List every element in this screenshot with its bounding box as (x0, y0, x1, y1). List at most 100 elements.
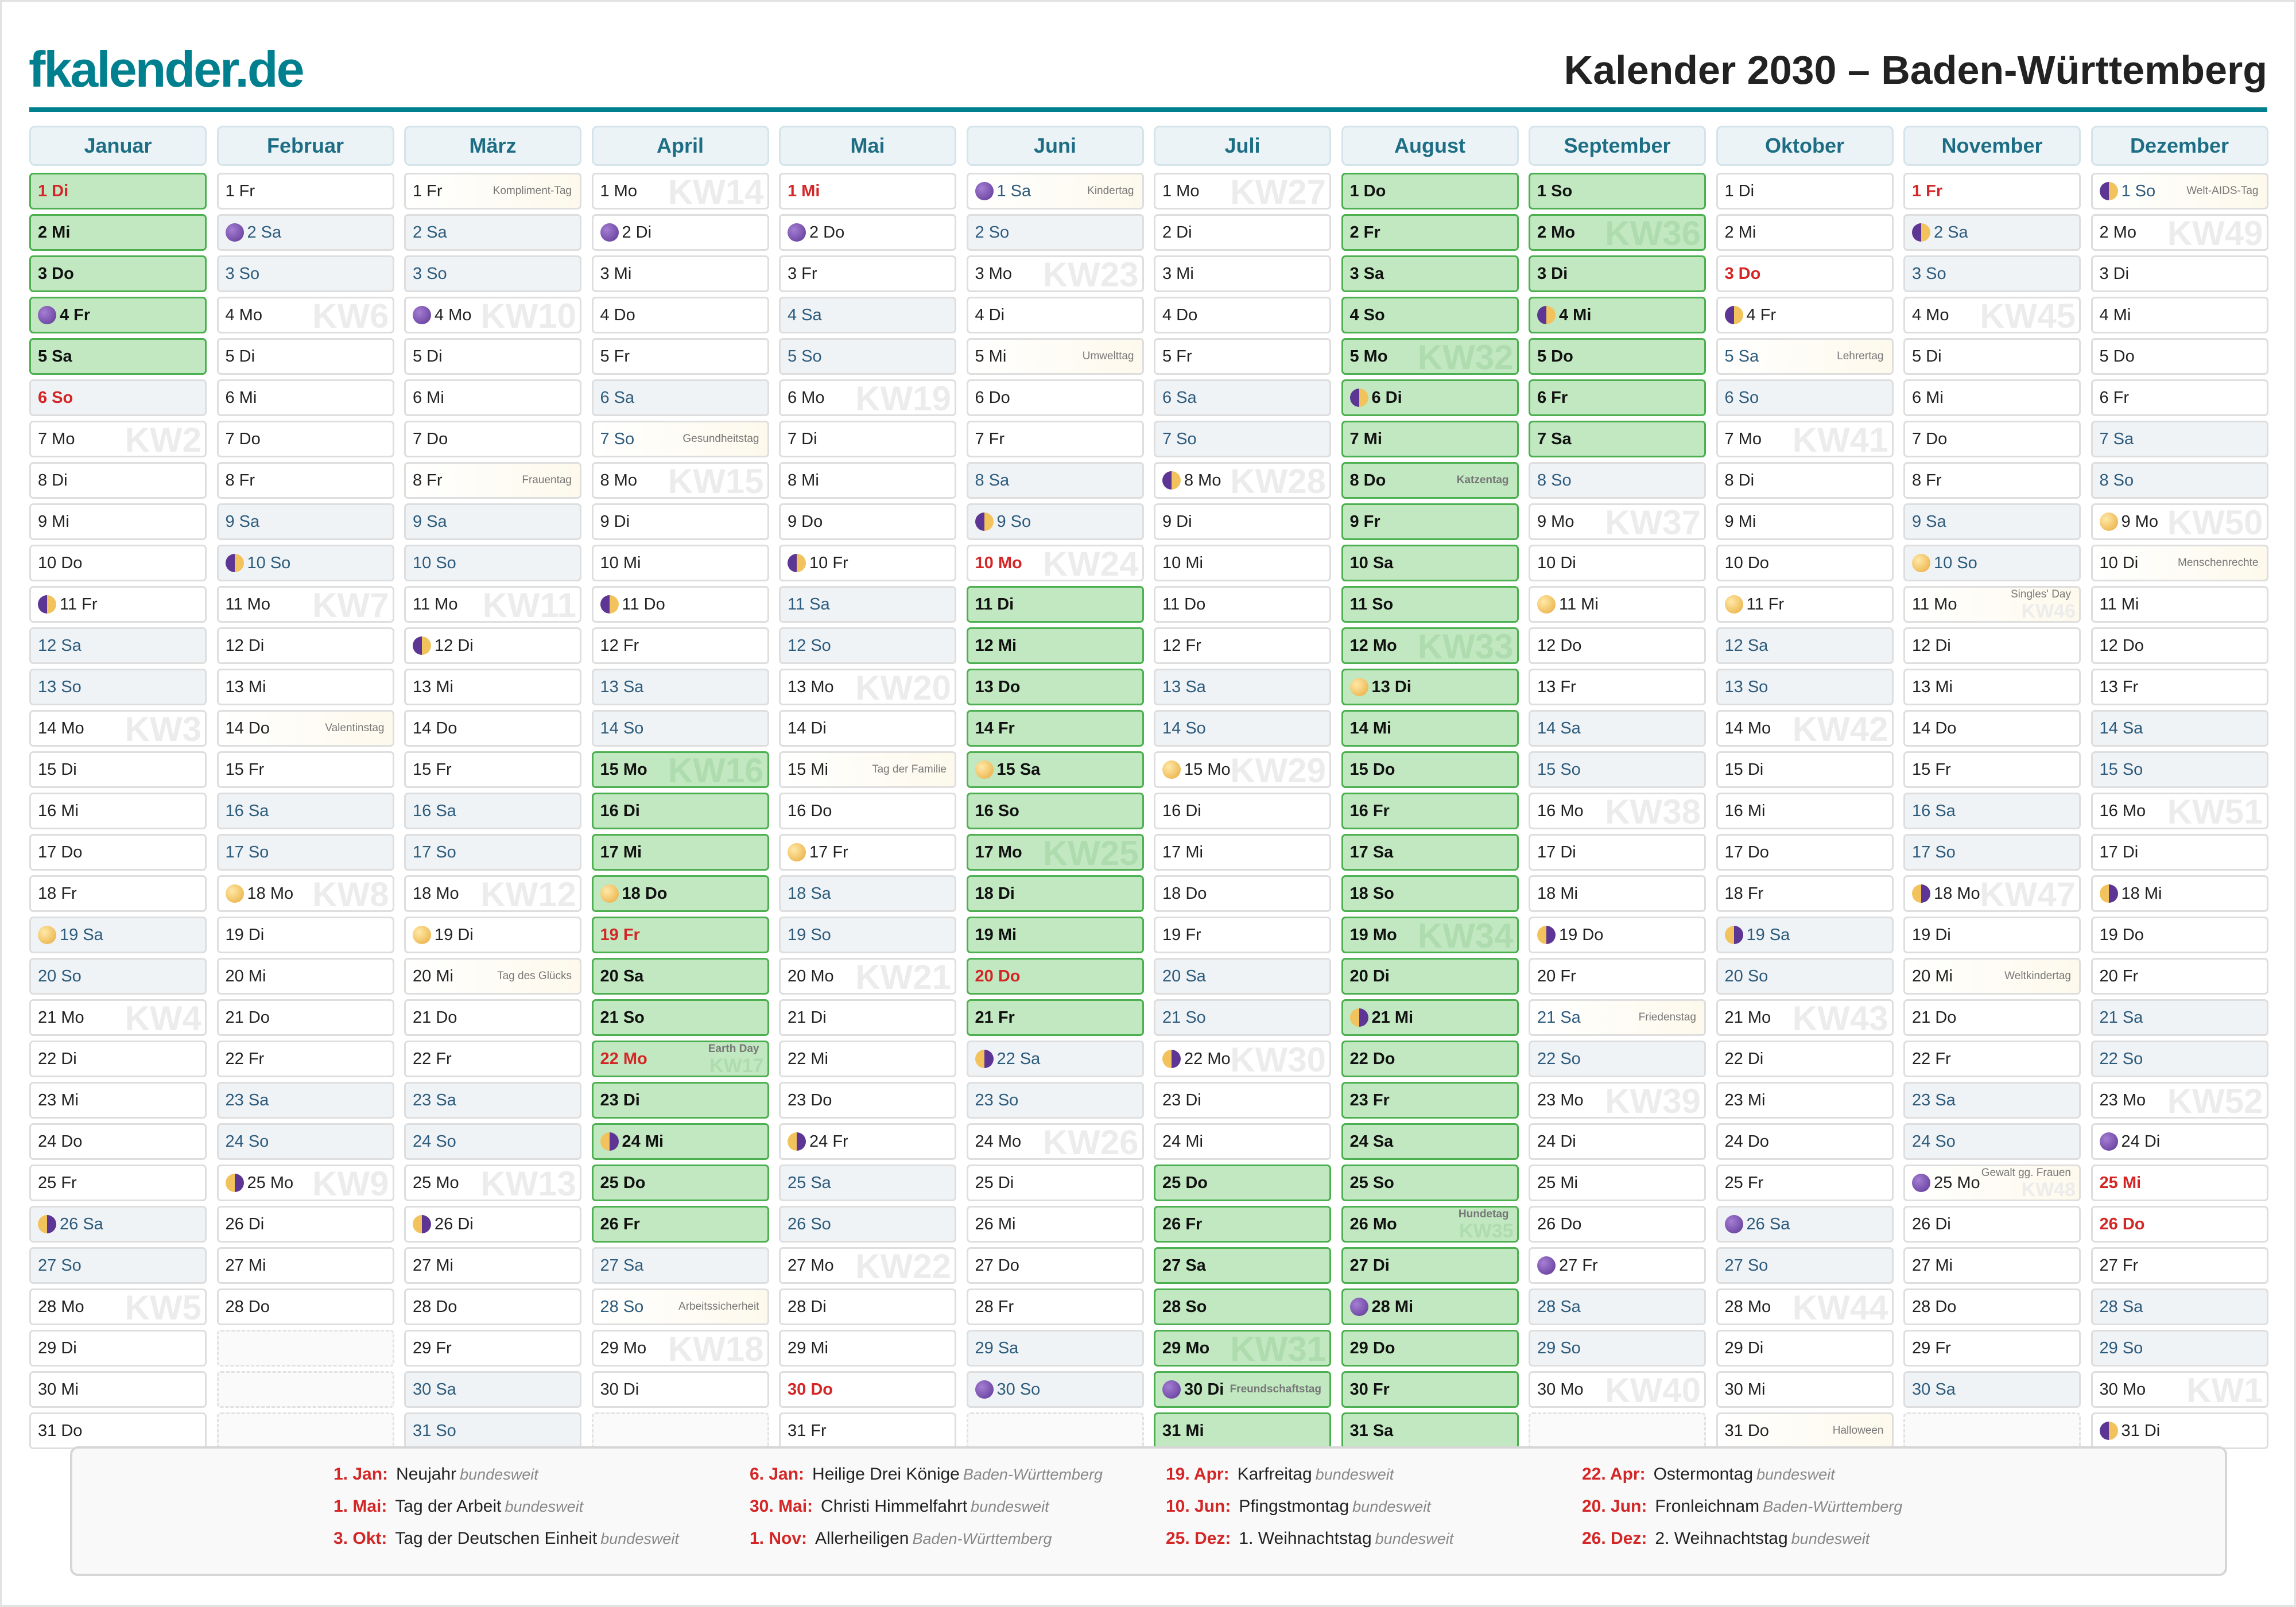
day-cell[interactable]: 10 Di (1529, 545, 1706, 581)
day-cell[interactable]: 21 So (1154, 999, 1331, 1036)
day-cell[interactable]: 11 Do (1154, 586, 1331, 623)
day-cell[interactable]: 21 Mo KW43 (1716, 999, 1894, 1036)
day-cell[interactable]: 8 Di (1716, 462, 1894, 499)
day-cell[interactable]: 27 Mi (1903, 1247, 2081, 1284)
day-cell[interactable]: 11 Mi (1529, 586, 1706, 623)
day-cell-holiday[interactable]: 3 Do (1716, 255, 1894, 292)
day-cell-school-vacation[interactable]: 30 Fr (1341, 1371, 1519, 1408)
day-cell[interactable]: 4 Do (1154, 297, 1331, 333)
day-cell-school-vacation[interactable]: 24 Mi (591, 1123, 769, 1160)
day-cell-school-vacation[interactable]: 27 Sa (1154, 1247, 1331, 1284)
day-cell[interactable]: 1 Fr Kompliment-Tag (404, 173, 581, 209)
day-cell[interactable]: 18 Sa (779, 875, 956, 912)
day-cell[interactable]: 11 Mi (2091, 586, 2268, 623)
day-cell-holiday[interactable]: 10 Mo KW24 (966, 545, 1144, 581)
day-cell[interactable]: 23 Di (1154, 1082, 1331, 1119)
day-cell[interactable]: 24 Fr (779, 1123, 956, 1160)
day-cell[interactable]: 26 Mi (966, 1206, 1144, 1243)
day-cell-school-vacation[interactable]: 15 Sa (966, 751, 1144, 788)
day-cell[interactable]: 8 Mo KW28 (1154, 462, 1331, 499)
day-cell[interactable]: 9 Mo KW50 (2091, 503, 2268, 540)
day-cell[interactable]: 11 Fr (29, 586, 207, 623)
day-cell[interactable]: 11 Do (591, 586, 769, 623)
day-cell[interactable]: 20 So (29, 958, 207, 995)
day-cell[interactable]: 9 So (966, 503, 1144, 540)
day-cell-school-vacation[interactable]: 20 Di (1341, 958, 1519, 995)
day-cell[interactable]: 15 Di (1716, 751, 1894, 788)
day-cell[interactable]: 11 Fr (1716, 586, 1894, 623)
day-cell-school-vacation[interactable]: 11 So (1341, 586, 1519, 623)
day-cell[interactable]: 10 Fr (779, 545, 956, 581)
day-cell[interactable]: 5 Mi Umwelttag (966, 338, 1144, 375)
day-cell-school-vacation[interactable]: 11 Di (966, 586, 1144, 623)
day-cell[interactable]: 21 Do (404, 999, 581, 1036)
day-cell[interactable]: 21 Di (779, 999, 956, 1036)
day-cell-school-vacation[interactable]: 5 Mo KW32 (1341, 338, 1519, 375)
day-cell[interactable]: 9 Do (779, 503, 956, 540)
day-cell[interactable]: 19 Di (216, 917, 394, 953)
day-cell[interactable]: 22 So (2091, 1041, 2268, 1077)
day-cell[interactable]: 26 Sa (29, 1206, 207, 1243)
day-cell[interactable]: 8 Di (29, 462, 207, 499)
day-cell[interactable]: 18 Mi (1529, 875, 1706, 912)
day-cell[interactable]: 10 So (216, 545, 394, 581)
day-cell[interactable]: 5 Di (216, 338, 394, 375)
day-cell-holiday[interactable]: 26 Do (2091, 1206, 2268, 1243)
day-cell-school-vacation[interactable]: 12 Mo KW33 (1341, 627, 1519, 664)
day-cell[interactable]: 3 Mi (1154, 255, 1331, 292)
day-cell[interactable]: 6 Sa (591, 379, 769, 416)
day-cell[interactable]: 15 Di (29, 751, 207, 788)
day-cell[interactable]: 30 Sa (404, 1371, 581, 1408)
day-cell[interactable]: 22 Fr (216, 1041, 394, 1077)
day-cell[interactable]: 13 Mo KW20 (779, 669, 956, 705)
day-cell[interactable]: 5 Sa Lehrertag (1716, 338, 1894, 375)
day-cell[interactable]: 25 Sa (779, 1165, 956, 1201)
day-cell[interactable]: 1 Di (1716, 173, 1894, 209)
day-cell[interactable]: 2 Mo KW49 (2091, 214, 2268, 251)
day-cell[interactable]: 27 Do (966, 1247, 1144, 1284)
day-cell[interactable]: 12 Di (1903, 627, 2081, 664)
day-cell[interactable]: 28 Do (1903, 1288, 2081, 1325)
day-cell[interactable]: 19 Di (404, 917, 581, 953)
day-cell[interactable]: 25 Mo KW9 (216, 1165, 394, 1201)
day-cell-school-vacation[interactable]: 15 Do (1341, 751, 1519, 788)
day-cell-school-vacation[interactable]: 6 Di (1341, 379, 1519, 416)
day-cell[interactable]: 22 Fr (1903, 1041, 2081, 1077)
day-cell[interactable]: 14 So (591, 710, 769, 747)
day-cell-school-vacation[interactable]: 4 Mi (1529, 297, 1706, 333)
day-cell[interactable]: 13 Fr (2091, 669, 2268, 705)
day-cell[interactable]: 2 Do (779, 214, 956, 251)
day-cell-holiday[interactable]: 1 Fr (1903, 173, 2081, 209)
day-cell[interactable]: 29 Fr (1903, 1330, 2081, 1367)
day-cell[interactable]: 24 Di (1529, 1123, 1706, 1160)
day-cell[interactable]: 19 So (779, 917, 956, 953)
day-cell[interactable]: 6 Mi (216, 379, 394, 416)
day-cell[interactable]: 15 Fr (1903, 751, 2081, 788)
day-cell[interactable]: 9 Di (591, 503, 769, 540)
day-cell-holiday[interactable]: 30 Do (779, 1371, 956, 1408)
day-cell[interactable]: 13 So (29, 669, 207, 705)
day-cell[interactable]: 2 Sa (404, 214, 581, 251)
day-cell[interactable]: 12 Sa (29, 627, 207, 664)
day-cell-school-vacation[interactable]: 6 Fr (1529, 379, 1706, 416)
day-cell-school-vacation[interactable]: 14 Mi (1341, 710, 1519, 747)
day-cell[interactable]: 29 Di (29, 1330, 207, 1367)
day-cell-school-vacation[interactable]: 25 So (1341, 1165, 1519, 1201)
day-cell[interactable]: 1 Mo KW14 (591, 173, 769, 209)
day-cell[interactable]: 3 Di (2091, 255, 2268, 292)
day-cell[interactable]: 30 Mi (29, 1371, 207, 1408)
day-cell[interactable]: 28 Fr (966, 1288, 1144, 1325)
day-cell[interactable]: 18 Fr (29, 875, 207, 912)
day-cell[interactable]: 30 Mo KW40 (1529, 1371, 1706, 1408)
day-cell[interactable]: 10 Do (1716, 545, 1894, 581)
day-cell[interactable]: 29 Fr (404, 1330, 581, 1367)
day-cell[interactable]: 12 Fr (1154, 627, 1331, 664)
day-cell[interactable]: 15 So (1529, 751, 1706, 788)
day-cell[interactable]: 18 Mo KW8 (216, 875, 394, 912)
day-cell[interactable]: 10 Di Menschenrechte (2091, 545, 2268, 581)
day-cell[interactable]: 12 Do (1529, 627, 1706, 664)
day-cell[interactable]: 10 Do (29, 545, 207, 581)
day-cell[interactable]: 4 Mo KW6 (216, 297, 394, 333)
day-cell-school-vacation[interactable]: 23 Fr (1341, 1082, 1519, 1119)
day-cell[interactable]: 25 Fr (29, 1165, 207, 1201)
